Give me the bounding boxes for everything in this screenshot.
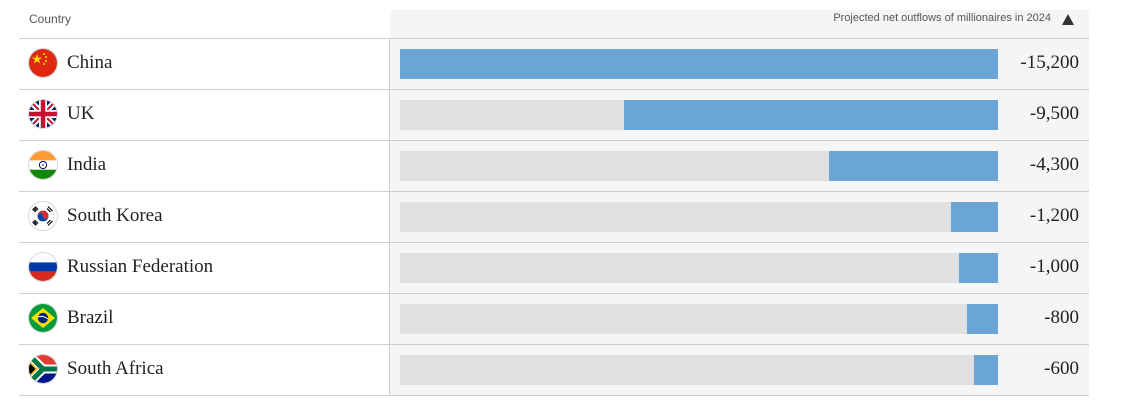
table-header: Country Projected net outflows of millio… [19, 0, 1089, 39]
russia-flag-icon [29, 253, 57, 281]
metric-column-header[interactable]: Projected net outflows of millionaires i… [833, 12, 1051, 24]
value-label: -1,200 [1029, 205, 1079, 226]
value-label: -9,500 [1029, 103, 1079, 124]
country-name: South Korea [67, 205, 163, 226]
bar-cell: -9,500 [390, 90, 1089, 140]
bar-south-africa [974, 355, 998, 385]
bar-india [829, 151, 998, 181]
table-row: China -15,200 [19, 39, 1089, 90]
south-africa-flag-icon [29, 355, 57, 383]
bar-china [400, 49, 998, 79]
value-label: -1,000 [1029, 256, 1079, 277]
south-korea-flag-icon [29, 202, 57, 230]
table-row: Russian Federation -1,000 [19, 243, 1089, 294]
country-cell: UK [19, 90, 390, 140]
table-row: India -4,300 [19, 141, 1089, 192]
bar-cell: -1,200 [390, 192, 1089, 242]
table-row: South Korea -1,200 [19, 192, 1089, 243]
country-cell: South Korea [19, 192, 390, 242]
bar-track [400, 49, 998, 79]
bar-cell: -1,000 [390, 243, 1089, 293]
bar-russian-federation [959, 253, 998, 283]
header-metric-background [390, 10, 1089, 38]
bar-track [400, 253, 998, 283]
uk-flag-icon [29, 100, 57, 128]
table-row: Brazil -800 [19, 294, 1089, 345]
value-label: -800 [1044, 307, 1079, 328]
india-flag-icon [29, 151, 57, 179]
country-name: UK [67, 103, 95, 124]
country-name: Russian Federation [67, 256, 214, 277]
country-cell: India [19, 141, 390, 191]
bar-cell: -4,300 [390, 141, 1089, 191]
bar-cell: -600 [390, 345, 1089, 395]
value-label: -600 [1044, 358, 1079, 379]
brazil-flag-icon [29, 304, 57, 332]
table-body: China -15,200 UK -9,500 [19, 39, 1089, 396]
country-name: India [67, 154, 107, 175]
sort-ascending-icon[interactable] [1062, 14, 1074, 25]
bar-south-korea [951, 202, 998, 232]
table-row: UK -9,500 [19, 90, 1089, 141]
bar-track [400, 355, 998, 385]
country-name: Brazil [67, 307, 114, 328]
table-row: South Africa -600 [19, 345, 1089, 396]
bar-brazil [967, 304, 998, 334]
millionaire-outflows-table: Country Projected net outflows of millio… [19, 0, 1089, 403]
value-label: -15,200 [1020, 52, 1079, 73]
bar-track [400, 304, 998, 334]
bar-cell: -15,200 [390, 39, 1089, 89]
bar-track [400, 100, 998, 130]
bar-uk [624, 100, 998, 130]
country-cell: Russian Federation [19, 243, 390, 293]
country-cell: China [19, 39, 390, 89]
bar-track [400, 202, 998, 232]
country-cell: South Africa [19, 345, 390, 395]
country-name: China [67, 52, 113, 73]
bar-track [400, 151, 998, 181]
value-label: -4,300 [1029, 154, 1079, 175]
country-column-header[interactable]: Country [29, 12, 72, 26]
bar-cell: -800 [390, 294, 1089, 344]
china-flag-icon [29, 49, 57, 77]
country-cell: Brazil [19, 294, 390, 344]
country-name: South Africa [67, 358, 164, 379]
